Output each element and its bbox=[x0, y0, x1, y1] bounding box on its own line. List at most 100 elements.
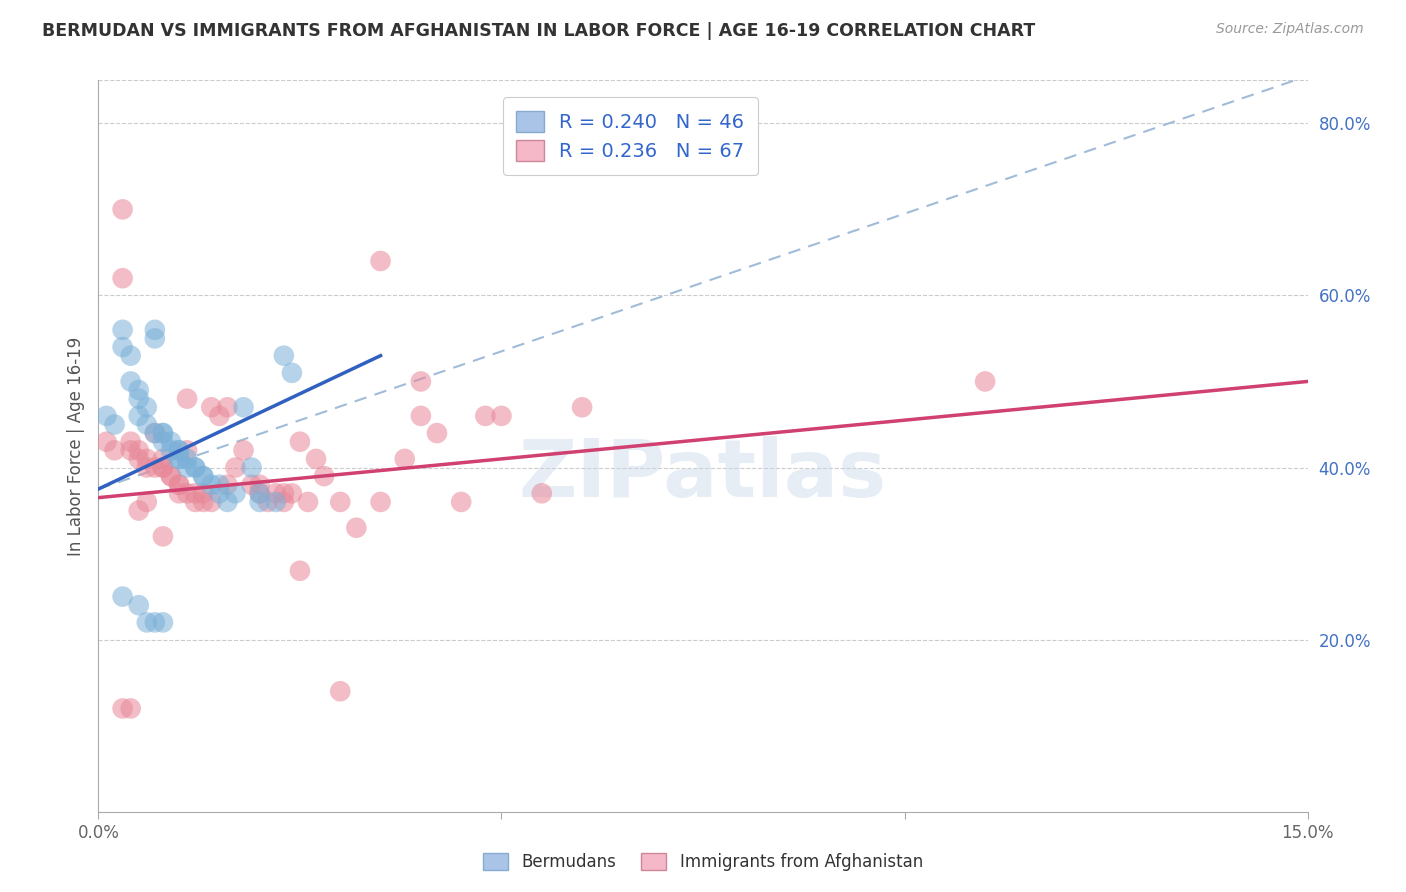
Point bbox=[184, 495, 207, 509]
Point bbox=[135, 460, 157, 475]
Point bbox=[176, 451, 198, 466]
Point bbox=[111, 271, 134, 285]
Point bbox=[273, 495, 295, 509]
Point bbox=[176, 486, 198, 500]
Point bbox=[450, 495, 472, 509]
Point bbox=[344, 521, 367, 535]
Point bbox=[249, 495, 271, 509]
Point bbox=[409, 375, 432, 389]
Point bbox=[152, 426, 174, 441]
Point bbox=[167, 451, 190, 466]
Point bbox=[96, 434, 118, 449]
Point bbox=[160, 434, 183, 449]
Point bbox=[288, 434, 311, 449]
Point bbox=[200, 495, 222, 509]
Point bbox=[184, 486, 207, 500]
Point bbox=[249, 477, 271, 491]
Point bbox=[160, 469, 183, 483]
Point bbox=[370, 254, 392, 268]
Point bbox=[120, 349, 142, 363]
Point bbox=[193, 469, 215, 483]
Point bbox=[176, 443, 198, 458]
Point bbox=[128, 392, 150, 406]
Point bbox=[217, 495, 239, 509]
Text: Source: ZipAtlas.com: Source: ZipAtlas.com bbox=[1216, 22, 1364, 37]
Point bbox=[152, 615, 174, 630]
Point bbox=[143, 460, 166, 475]
Point bbox=[394, 451, 416, 466]
Point bbox=[224, 486, 246, 500]
Point bbox=[474, 409, 496, 423]
Point bbox=[193, 495, 215, 509]
Point bbox=[208, 486, 231, 500]
Point bbox=[135, 495, 157, 509]
Point bbox=[111, 701, 134, 715]
Point bbox=[135, 451, 157, 466]
Point bbox=[281, 486, 304, 500]
Point bbox=[240, 477, 263, 491]
Point bbox=[128, 409, 150, 423]
Point bbox=[167, 443, 190, 458]
Point bbox=[120, 434, 142, 449]
Point bbox=[232, 443, 254, 458]
Point bbox=[974, 375, 997, 389]
Point bbox=[314, 469, 336, 483]
Point bbox=[167, 477, 190, 491]
Point bbox=[571, 401, 593, 415]
Point bbox=[103, 443, 125, 458]
Point bbox=[135, 615, 157, 630]
Point bbox=[128, 443, 150, 458]
Point bbox=[128, 383, 150, 397]
Point bbox=[273, 486, 295, 500]
Point bbox=[160, 443, 183, 458]
Point bbox=[152, 460, 174, 475]
Point bbox=[143, 426, 166, 441]
Point bbox=[111, 590, 134, 604]
Point bbox=[264, 486, 287, 500]
Point bbox=[305, 451, 328, 466]
Point bbox=[143, 331, 166, 345]
Point bbox=[167, 486, 190, 500]
Point bbox=[426, 426, 449, 441]
Point bbox=[120, 375, 142, 389]
Point bbox=[152, 434, 174, 449]
Point bbox=[128, 451, 150, 466]
Point bbox=[530, 486, 553, 500]
Point bbox=[152, 460, 174, 475]
Point bbox=[143, 615, 166, 630]
Point bbox=[288, 564, 311, 578]
Point bbox=[120, 443, 142, 458]
Point bbox=[409, 409, 432, 423]
Point bbox=[103, 417, 125, 432]
Point bbox=[160, 469, 183, 483]
Point bbox=[249, 486, 271, 500]
Point bbox=[167, 443, 190, 458]
Point bbox=[184, 460, 207, 475]
Point bbox=[143, 426, 166, 441]
Point bbox=[135, 401, 157, 415]
Point bbox=[281, 366, 304, 380]
Point bbox=[370, 495, 392, 509]
Point bbox=[208, 477, 231, 491]
Point bbox=[208, 409, 231, 423]
Point bbox=[193, 469, 215, 483]
Point bbox=[224, 460, 246, 475]
Point bbox=[256, 495, 278, 509]
Point bbox=[232, 401, 254, 415]
Point bbox=[200, 401, 222, 415]
Point bbox=[491, 409, 513, 423]
Point bbox=[193, 486, 215, 500]
Point bbox=[184, 460, 207, 475]
Point bbox=[249, 486, 271, 500]
Point bbox=[273, 349, 295, 363]
Point bbox=[264, 495, 287, 509]
Point bbox=[167, 451, 190, 466]
Point bbox=[120, 701, 142, 715]
Point bbox=[329, 495, 352, 509]
Point bbox=[128, 598, 150, 612]
Point bbox=[111, 340, 134, 354]
Legend: R = 0.240   N = 46, R = 0.236   N = 67: R = 0.240 N = 46, R = 0.236 N = 67 bbox=[503, 97, 758, 175]
Point bbox=[176, 460, 198, 475]
Point bbox=[240, 460, 263, 475]
Legend: Bermudans, Immigrants from Afghanistan: Bermudans, Immigrants from Afghanistan bbox=[475, 845, 931, 880]
